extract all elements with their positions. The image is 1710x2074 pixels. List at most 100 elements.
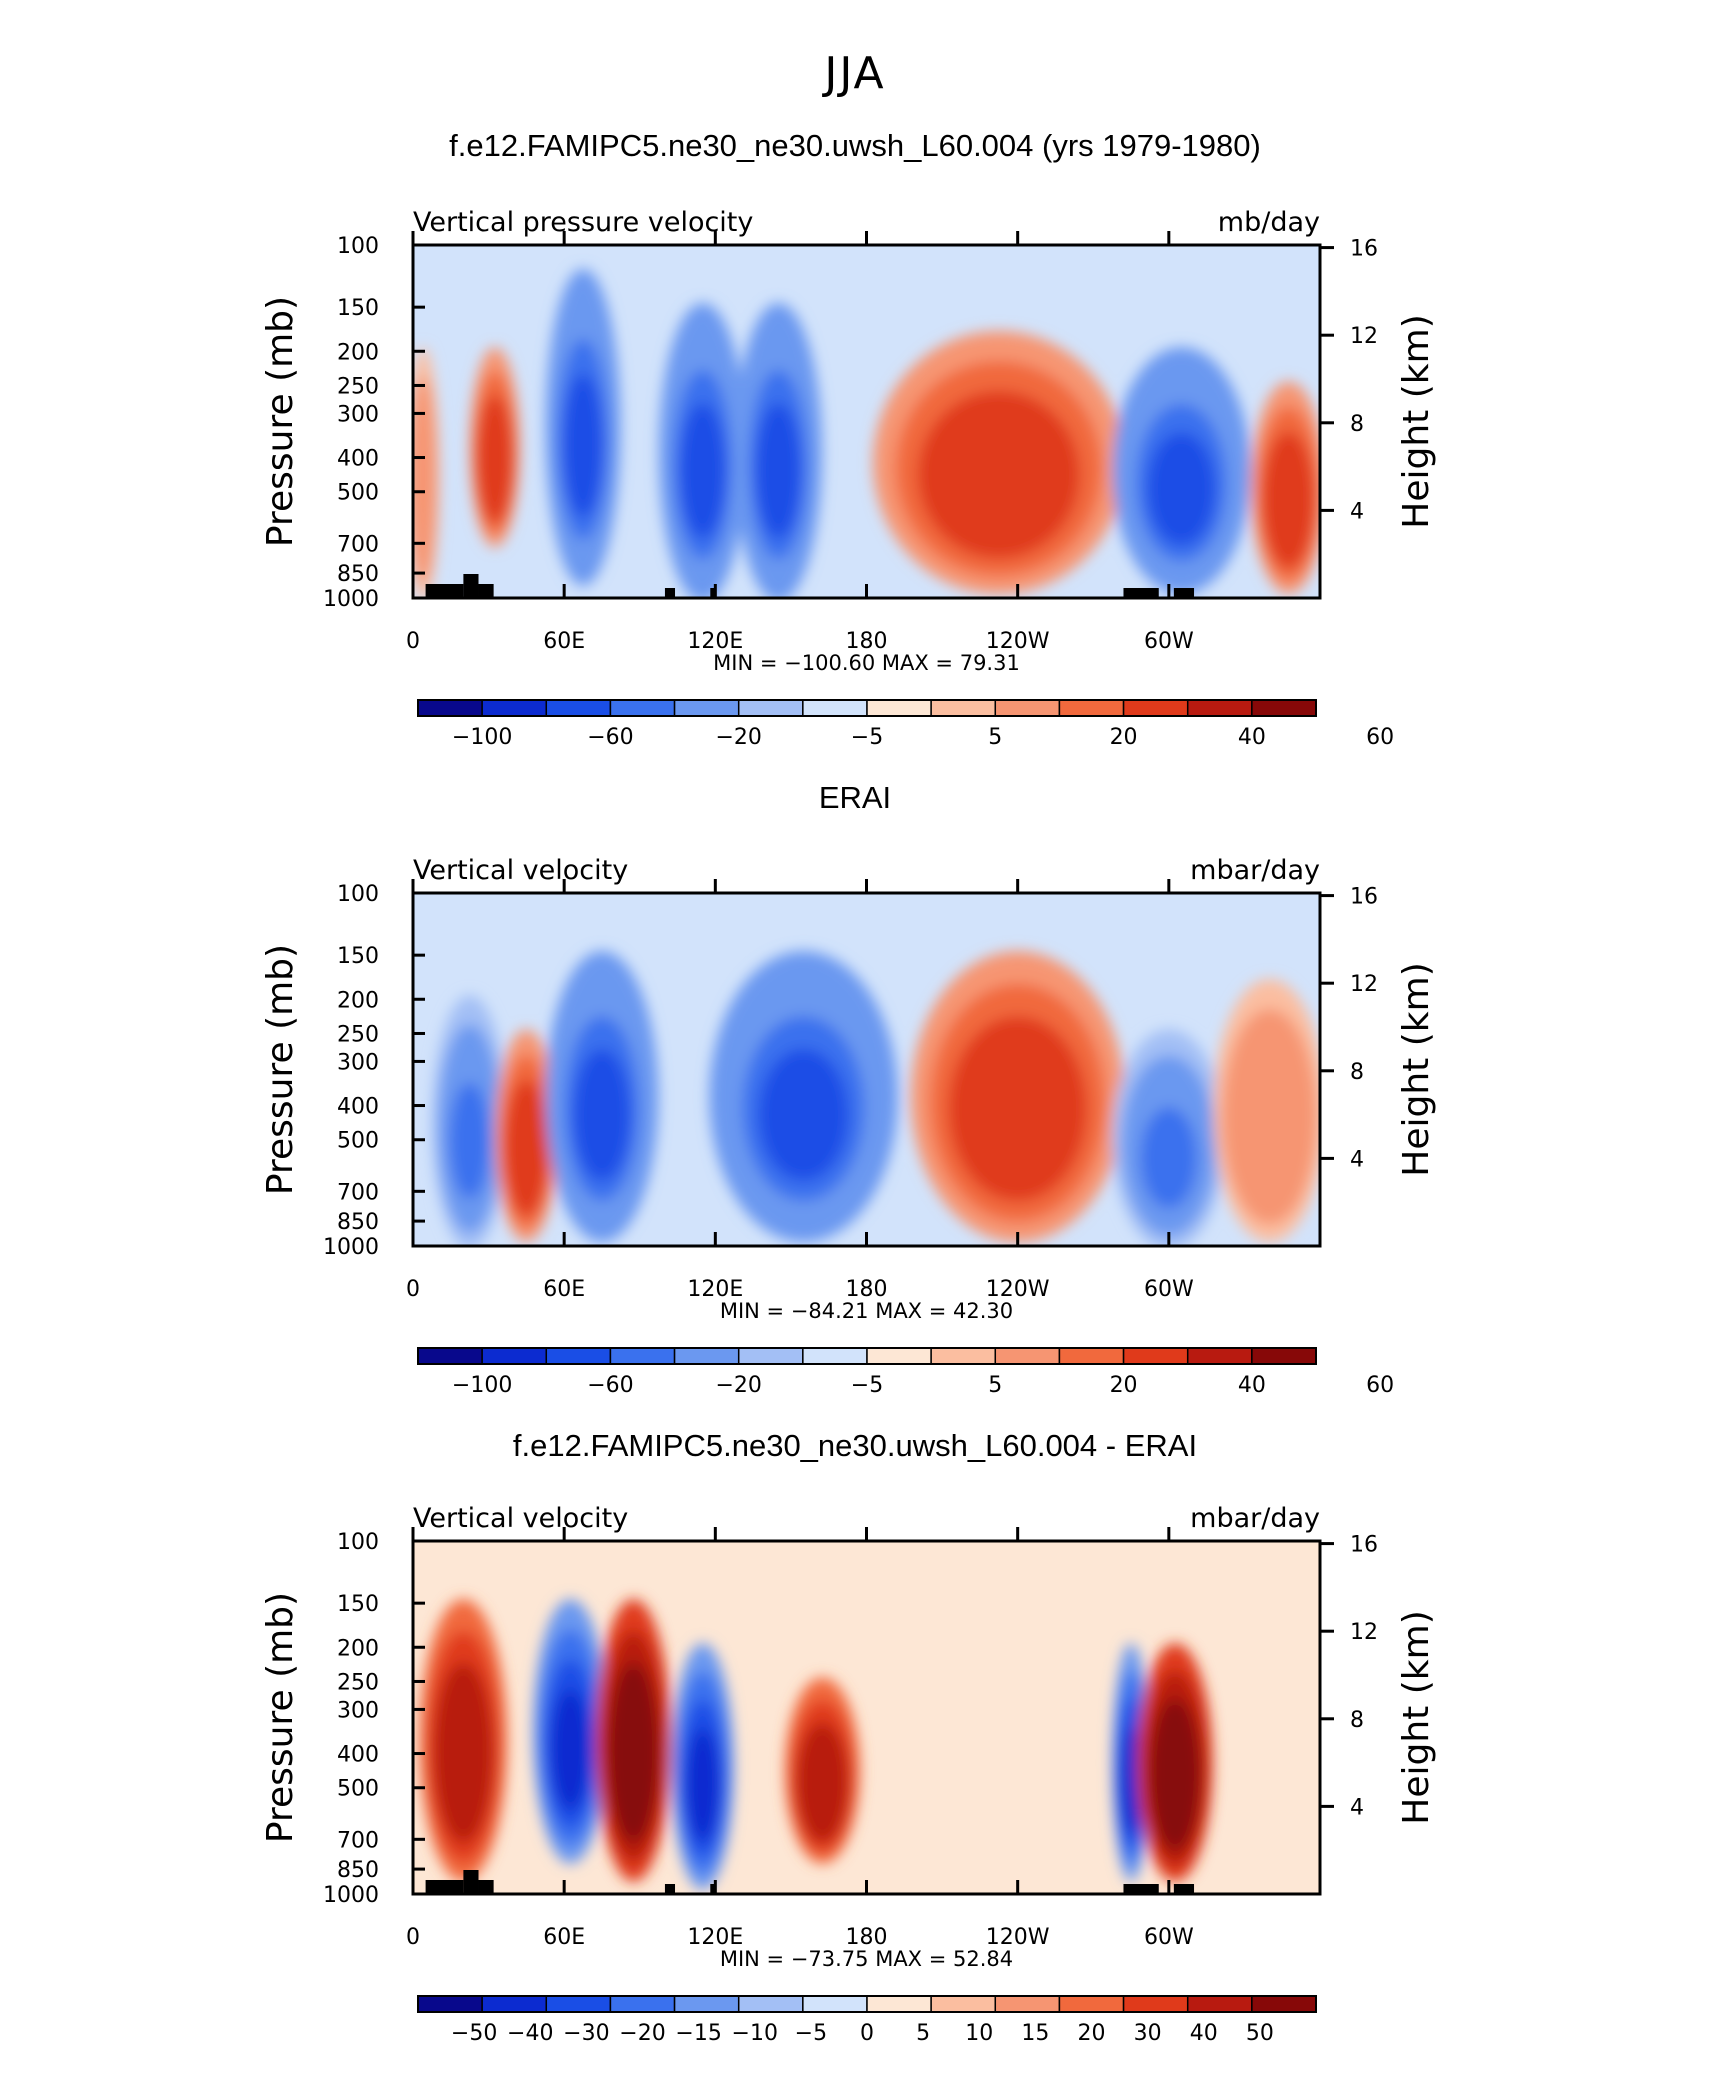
- longitude-tick-label: 0: [406, 1277, 420, 1302]
- contour-feature: [680, 402, 726, 539]
- topography-mask: [710, 588, 716, 598]
- colorbar-label: −20: [715, 725, 761, 750]
- colorbar-swatch: [930, 699, 997, 717]
- colorbar-swatch: [994, 699, 1061, 717]
- longitude-tick-label: 120W: [986, 1925, 1050, 1950]
- contour-feature: [1241, 1068, 1298, 1189]
- colorbar-label: 10: [965, 2021, 993, 2046]
- variable-label: Vertical velocity: [413, 1503, 628, 1534]
- colorbar-swatch: [802, 1995, 868, 2013]
- colorbar-swatch: [930, 1347, 997, 1365]
- contour-feature: [685, 1728, 720, 1841]
- units-label: mbar/day: [1190, 1503, 1320, 1534]
- pressure-tick-label: 300: [337, 402, 379, 427]
- contour-feature: [1140, 1107, 1197, 1209]
- pressure-tick-label: 400: [337, 1095, 379, 1120]
- colorbar-swatch: [609, 1347, 676, 1365]
- min-max-label: MIN = −84.21 MAX = 42.30: [720, 1299, 1013, 1323]
- longitude-tick-label: 60W: [1144, 1277, 1194, 1302]
- topography-mask: [1173, 1884, 1195, 1894]
- pressure-tick-label: 500: [337, 1777, 379, 1802]
- pressure-tick-label: 850: [337, 562, 379, 587]
- height-tick-label: 12: [1350, 972, 1378, 997]
- pressure-tick-label: 100: [337, 1530, 379, 1555]
- colorbar-swatch: [1251, 1995, 1317, 2013]
- pressure-tick-label: 500: [337, 1129, 379, 1154]
- pressure-tick-label: 500: [337, 481, 379, 506]
- variable-label: Vertical pressure velocity: [413, 207, 753, 238]
- colorbar-label: 40: [1238, 725, 1266, 750]
- colorbar-swatch: [545, 1995, 612, 2013]
- min-max-label: MIN = −73.75 MAX = 52.84: [720, 1947, 1013, 1971]
- pressure-tick-label: 150: [337, 1592, 379, 1617]
- colorbar-swatch: [1122, 1995, 1189, 2013]
- contour-feature: [1119, 1726, 1143, 1835]
- colorbar-label: −20: [715, 1373, 761, 1398]
- longitude-tick-label: 60E: [543, 629, 585, 654]
- contour-feature: [755, 402, 801, 539]
- height-tick-label: 4: [1350, 499, 1364, 524]
- pressure-tick-label: 250: [337, 1670, 379, 1695]
- contour-feature: [509, 1105, 544, 1203]
- colorbar-swatch: [1122, 699, 1189, 717]
- longitude-tick-label: 120E: [687, 1277, 743, 1302]
- pressure-tick-label: 100: [337, 234, 379, 259]
- colorbar-swatch: [737, 1995, 804, 2013]
- colorbar-swatch: [866, 1347, 932, 1365]
- topography-mask: [463, 1870, 479, 1894]
- pressure-tick-label: 1000: [323, 1883, 379, 1908]
- contour-feature: [613, 1694, 654, 1823]
- colorbar-swatch: [1251, 699, 1317, 717]
- pressure-tick-label: 850: [337, 1858, 379, 1883]
- height-axis-label: Height (km): [1396, 314, 1437, 528]
- pressure-tick-label: 1000: [323, 587, 379, 612]
- colorbar-label: −20: [619, 2021, 665, 2046]
- contour-field: [419, 1599, 1213, 1891]
- colorbar-swatch: [802, 699, 868, 717]
- colorbar-swatch: [737, 1347, 804, 1365]
- longitude-tick-label: 60E: [543, 1277, 585, 1302]
- topography-mask: [1123, 588, 1159, 598]
- colorbar-swatch: [545, 1347, 612, 1365]
- panel2-title: ERAI: [818, 780, 892, 815]
- colorbar-swatch: [1186, 699, 1253, 717]
- longitude-tick-label: 120E: [687, 629, 743, 654]
- colorbar-label: −60: [587, 1373, 633, 1398]
- pressure-tick-label: 300: [337, 1050, 379, 1075]
- colorbar-swatch: [1058, 1347, 1125, 1365]
- colorbar-swatch: [545, 699, 612, 717]
- pressure-tick-label: 850: [337, 1210, 379, 1235]
- height-tick-label: 16: [1350, 885, 1378, 910]
- longitude-tick-label: 120W: [986, 1277, 1050, 1302]
- pressure-tick-label: 200: [337, 1636, 379, 1661]
- pressure-tick-label: 700: [337, 1828, 379, 1853]
- panel-3: Vertical velocity mbar/day 100 150 200 250 300…: [260, 1503, 1437, 2046]
- pressure-tick-label: 400: [337, 447, 379, 472]
- pressure-tick-label: 200: [337, 340, 379, 365]
- colorbar-label: −40: [507, 2021, 553, 2046]
- topography-mask: [1173, 588, 1195, 598]
- pressure-tick-label: 1000: [323, 1235, 379, 1260]
- pressure-tick-label: 150: [337, 296, 379, 321]
- colorbar-swatch: [417, 1995, 483, 2013]
- colorbar-frame: [417, 1347, 1317, 1365]
- colorbar-label: −60: [587, 725, 633, 750]
- colorbar-swatch: [994, 1347, 1061, 1365]
- colorbar-swatch: [1058, 1995, 1125, 2013]
- colorbar-swatch: [481, 699, 548, 717]
- contour-field: [413, 268, 1320, 598]
- colorbar-label: −30: [563, 2021, 609, 2046]
- longitude-tick-label: 0: [406, 629, 420, 654]
- colorbar-swatch: [866, 699, 932, 717]
- pressure-tick-label: 300: [337, 1698, 379, 1723]
- height-tick-label: 16: [1350, 1533, 1378, 1558]
- topography-mask: [1123, 1884, 1159, 1894]
- colorbar-swatch: [994, 1995, 1061, 2013]
- height-axis-label: Height (km): [1396, 962, 1437, 1176]
- contour-feature: [573, 1048, 631, 1181]
- topography-mask: [478, 1880, 494, 1894]
- colorbar-label: 20: [1110, 725, 1138, 750]
- pressure-tick-label: 400: [337, 1743, 379, 1768]
- topography-mask: [478, 584, 494, 598]
